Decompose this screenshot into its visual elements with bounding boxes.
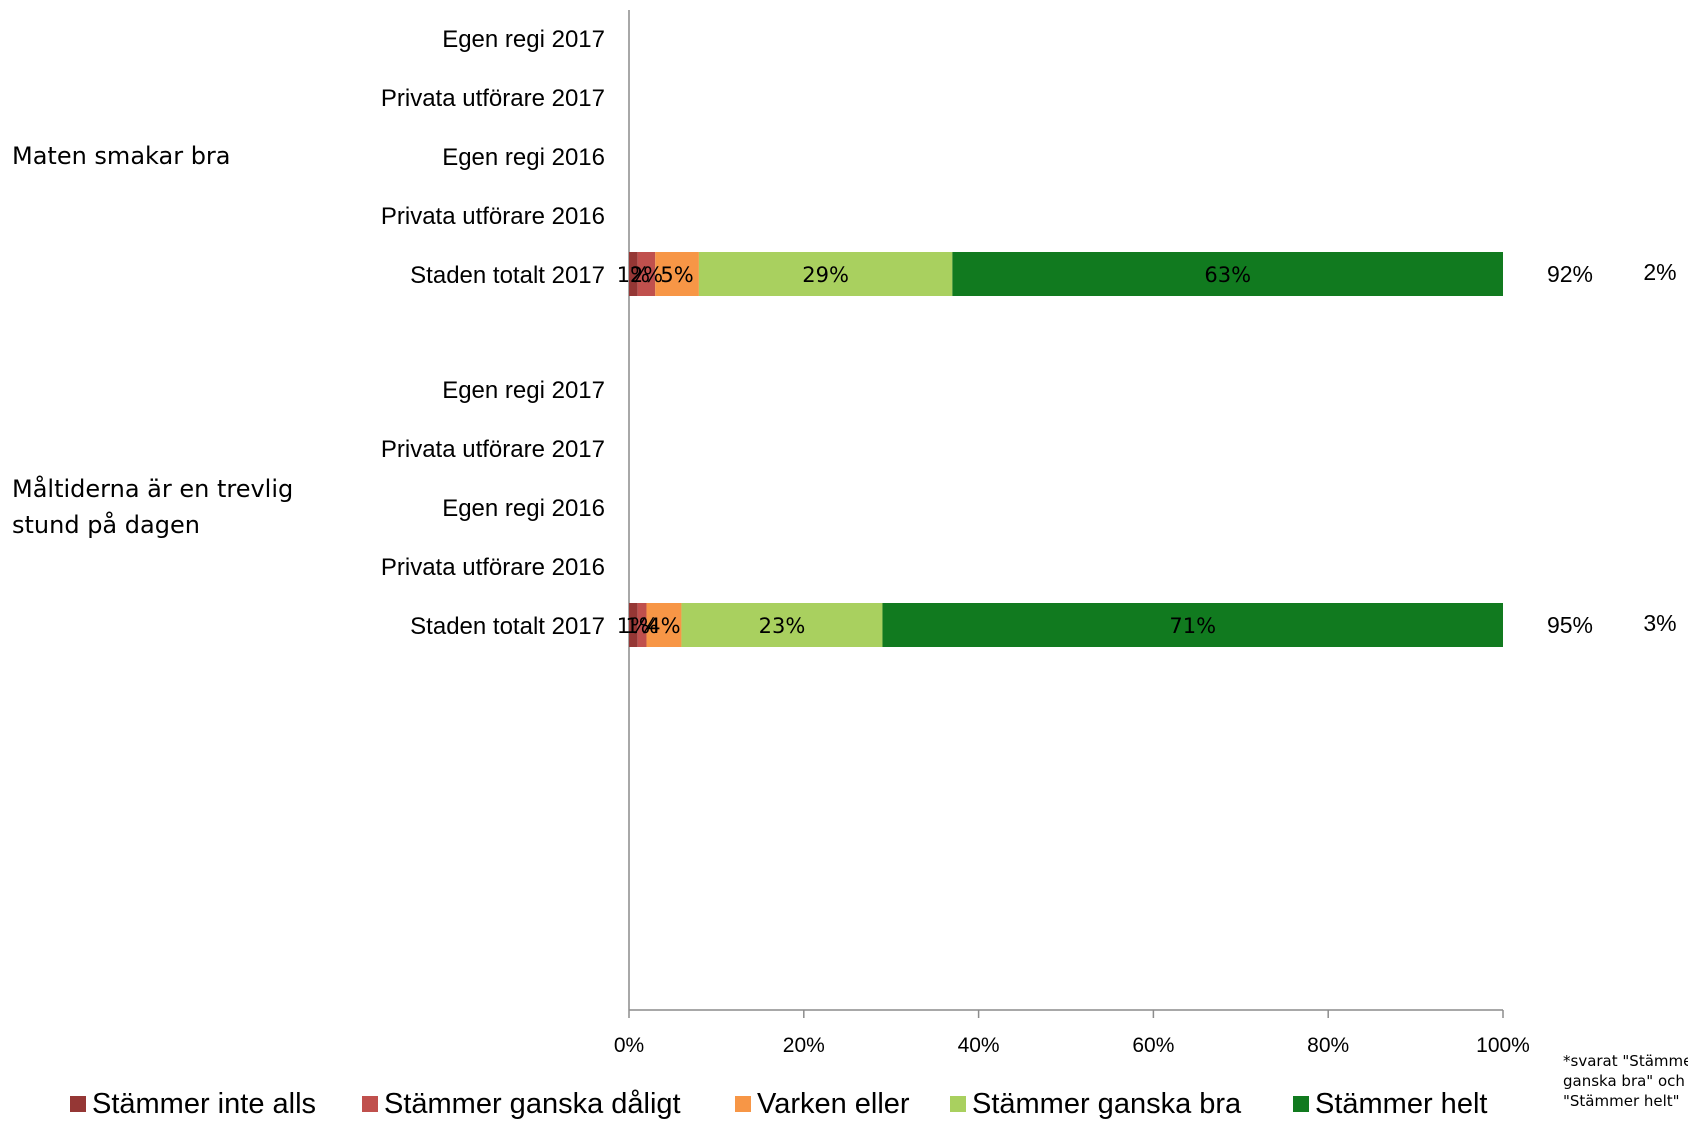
legend-swatch [70, 1096, 86, 1112]
group-label: stund på dagen [12, 510, 200, 539]
category-label: Privata utförare 2016 [381, 203, 605, 230]
x-tick-label: 0% [614, 1034, 644, 1057]
data-label: 1% [617, 263, 650, 287]
category-label: Privata utförare 2017 [381, 436, 605, 463]
x-tick-label: 80% [1307, 1034, 1349, 1057]
category-label: Egen regi 2016 [442, 144, 605, 171]
legend-label: Stämmer ganska dåligt [384, 1088, 681, 1120]
data-label: 29% [802, 263, 849, 287]
legend-label: Stämmer inte alls [92, 1088, 316, 1120]
extra-value: 3% [1643, 610, 1676, 636]
legend-swatch [735, 1096, 751, 1112]
data-label: 5% [660, 263, 693, 287]
legend-swatch [950, 1096, 966, 1112]
bar-segment-varken-eller [646, 603, 682, 647]
category-label: Privata utförare 2017 [381, 85, 605, 112]
category-label: Egen regi 2017 [442, 26, 605, 53]
category-label: Staden totalt 2017 [410, 613, 605, 640]
data-label: 4% [647, 614, 680, 638]
bar-segment-varken-eller [655, 252, 699, 296]
data-label: 1% [617, 614, 650, 638]
data-label: 63% [1204, 263, 1251, 287]
category-label: Egen regi 2016 [442, 495, 605, 522]
legend-label: Stämmer helt [1315, 1088, 1487, 1120]
x-tick-label: 60% [1132, 1034, 1174, 1057]
footnote-text: "Stämmer helt" [1563, 1092, 1680, 1110]
bar-segment-st-mmer-helt [952, 252, 1503, 296]
bar-segment-st-mmer-ganska-d-ligt [637, 603, 647, 647]
group-label: Måltiderna är en trevlig [12, 474, 293, 503]
agree-total-value: 95% [1547, 612, 1593, 638]
bar-segment-st-mmer-helt [882, 603, 1503, 647]
x-tick-label: 20% [783, 1034, 825, 1057]
footnote-text: ganska bra" och [1563, 1072, 1685, 1090]
legend-label: Stämmer ganska bra [972, 1088, 1242, 1120]
legend-swatch [362, 1096, 378, 1112]
data-label: 2% [630, 263, 663, 287]
x-tick-label: 40% [958, 1034, 1000, 1057]
legend-swatch [1293, 1096, 1309, 1112]
bar-segment-st-mmer-ganska-bra [698, 252, 953, 296]
agree-total-value: 92% [1547, 261, 1593, 287]
data-label: 71% [1169, 614, 1216, 638]
data-label: 23% [759, 614, 806, 638]
group-label: Maten smakar bra [12, 142, 231, 170]
bar-segment-st-mmer-inte-alls [629, 603, 638, 647]
bar-segment-st-mmer-ganska-d-ligt [637, 252, 656, 296]
category-label: Privata utförare 2016 [381, 554, 605, 581]
category-label: Egen regi 2017 [442, 377, 605, 404]
legend-label: Varken eller [757, 1088, 910, 1120]
bar-segment-st-mmer-inte-alls [629, 252, 638, 296]
bar-segment-st-mmer-ganska-bra [681, 603, 883, 647]
category-label: Staden totalt 2017 [410, 262, 605, 289]
footnote-text: *svarat "Stämmer [1563, 1052, 1688, 1070]
extra-value: 2% [1643, 259, 1676, 285]
data-label: 1% [625, 614, 658, 638]
x-tick-label: 100% [1476, 1034, 1530, 1057]
